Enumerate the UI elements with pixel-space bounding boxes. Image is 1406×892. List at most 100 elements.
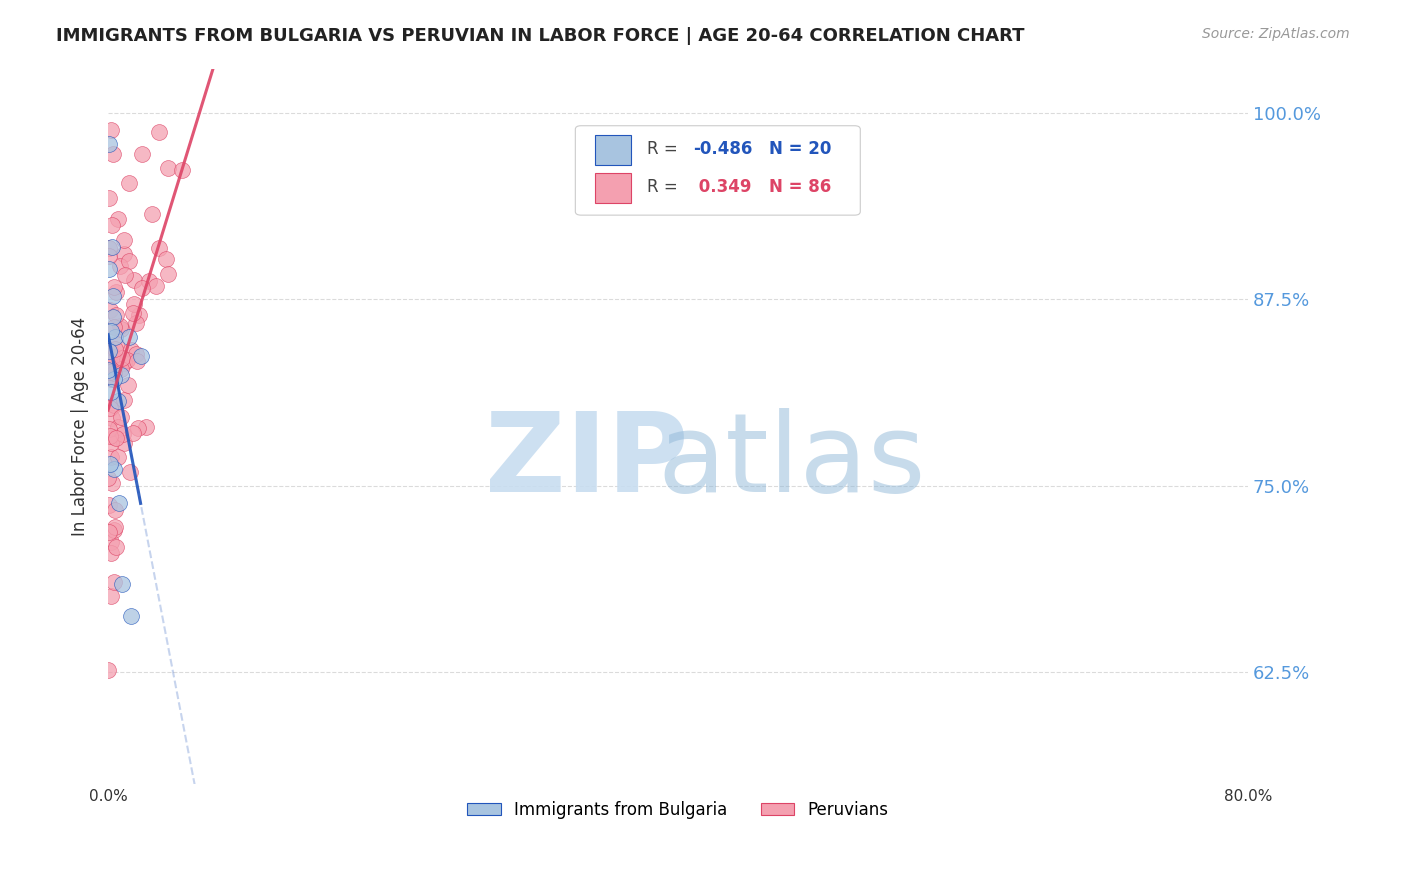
Text: R =: R = xyxy=(647,140,683,159)
Point xyxy=(156,268,179,282)
Point xyxy=(101,370,124,384)
Point xyxy=(103,461,125,475)
Point xyxy=(97,190,120,204)
Point xyxy=(103,147,125,161)
Point xyxy=(97,344,120,359)
Point xyxy=(103,523,125,537)
Point xyxy=(100,372,122,386)
Point xyxy=(100,344,122,359)
Text: Source: ZipAtlas.com: Source: ZipAtlas.com xyxy=(1202,27,1350,41)
Point xyxy=(100,450,122,465)
Point xyxy=(100,535,122,549)
Point xyxy=(125,347,148,361)
Point xyxy=(122,306,145,320)
Point xyxy=(145,279,167,293)
Point xyxy=(101,240,124,254)
Point xyxy=(103,319,125,334)
Text: N = 20: N = 20 xyxy=(769,140,831,159)
Point xyxy=(97,363,120,377)
Point xyxy=(97,471,120,485)
Point xyxy=(101,310,124,324)
Point xyxy=(100,123,122,137)
Point xyxy=(104,540,127,554)
Point xyxy=(105,308,128,322)
Point xyxy=(100,546,122,560)
Point xyxy=(100,475,122,490)
Point xyxy=(97,663,120,677)
Point xyxy=(101,411,124,425)
Point xyxy=(97,137,120,152)
Text: N = 86: N = 86 xyxy=(769,178,831,196)
Point xyxy=(107,211,129,226)
Point xyxy=(104,336,127,351)
Point xyxy=(103,398,125,412)
Text: ZIP: ZIP xyxy=(485,409,689,516)
Point xyxy=(110,322,132,336)
Text: atlas: atlas xyxy=(658,409,927,516)
Point xyxy=(120,608,142,623)
Point xyxy=(98,250,121,264)
Point xyxy=(104,520,127,534)
Point xyxy=(124,273,146,287)
Point xyxy=(117,378,139,392)
Point xyxy=(107,420,129,434)
Point xyxy=(103,575,125,590)
Point xyxy=(148,241,170,255)
Point xyxy=(98,349,121,363)
Point xyxy=(155,252,177,266)
Point xyxy=(108,496,131,510)
Point xyxy=(112,233,135,247)
Point xyxy=(110,362,132,376)
Point xyxy=(104,343,127,357)
Point xyxy=(97,262,120,277)
Point xyxy=(98,429,121,443)
Point xyxy=(98,525,121,540)
Point xyxy=(110,410,132,425)
Text: IMMIGRANTS FROM BULGARIA VS PERUVIAN IN LABOR FORCE | AGE 20-64 CORRELATION CHAR: IMMIGRANTS FROM BULGARIA VS PERUVIAN IN … xyxy=(56,27,1025,45)
Point xyxy=(103,430,125,444)
Point xyxy=(138,273,160,287)
Point xyxy=(97,422,120,436)
Point xyxy=(100,590,122,604)
FancyBboxPatch shape xyxy=(575,126,860,215)
Point xyxy=(100,436,122,450)
Point xyxy=(141,207,163,221)
Point xyxy=(112,435,135,450)
Point xyxy=(125,317,148,331)
Point xyxy=(148,125,170,139)
Point xyxy=(98,302,121,317)
Point xyxy=(112,356,135,370)
Point xyxy=(135,420,157,434)
Point xyxy=(100,384,122,399)
Point xyxy=(120,465,142,479)
Point xyxy=(103,371,125,385)
Point xyxy=(104,502,127,516)
Legend: Immigrants from Bulgaria, Peruvians: Immigrants from Bulgaria, Peruvians xyxy=(461,794,896,825)
Point xyxy=(105,285,128,300)
Point xyxy=(108,319,131,334)
Point xyxy=(100,324,122,338)
Point xyxy=(127,421,149,435)
Text: 0.349: 0.349 xyxy=(693,178,751,196)
Point xyxy=(111,577,134,591)
Point xyxy=(98,498,121,512)
Point xyxy=(110,351,132,365)
Point xyxy=(101,351,124,365)
Point xyxy=(131,281,153,295)
Point xyxy=(103,366,125,380)
Point xyxy=(98,401,121,416)
Point xyxy=(114,268,136,282)
Point xyxy=(112,247,135,261)
Text: -0.486: -0.486 xyxy=(693,140,752,159)
FancyBboxPatch shape xyxy=(595,135,631,165)
Point xyxy=(115,353,138,368)
Point xyxy=(98,457,121,471)
Point xyxy=(101,289,124,303)
Point xyxy=(98,356,121,370)
Point xyxy=(129,349,152,363)
Point xyxy=(122,297,145,311)
Point xyxy=(156,161,179,175)
Point xyxy=(112,392,135,407)
Point xyxy=(128,308,150,322)
Point xyxy=(117,330,139,344)
